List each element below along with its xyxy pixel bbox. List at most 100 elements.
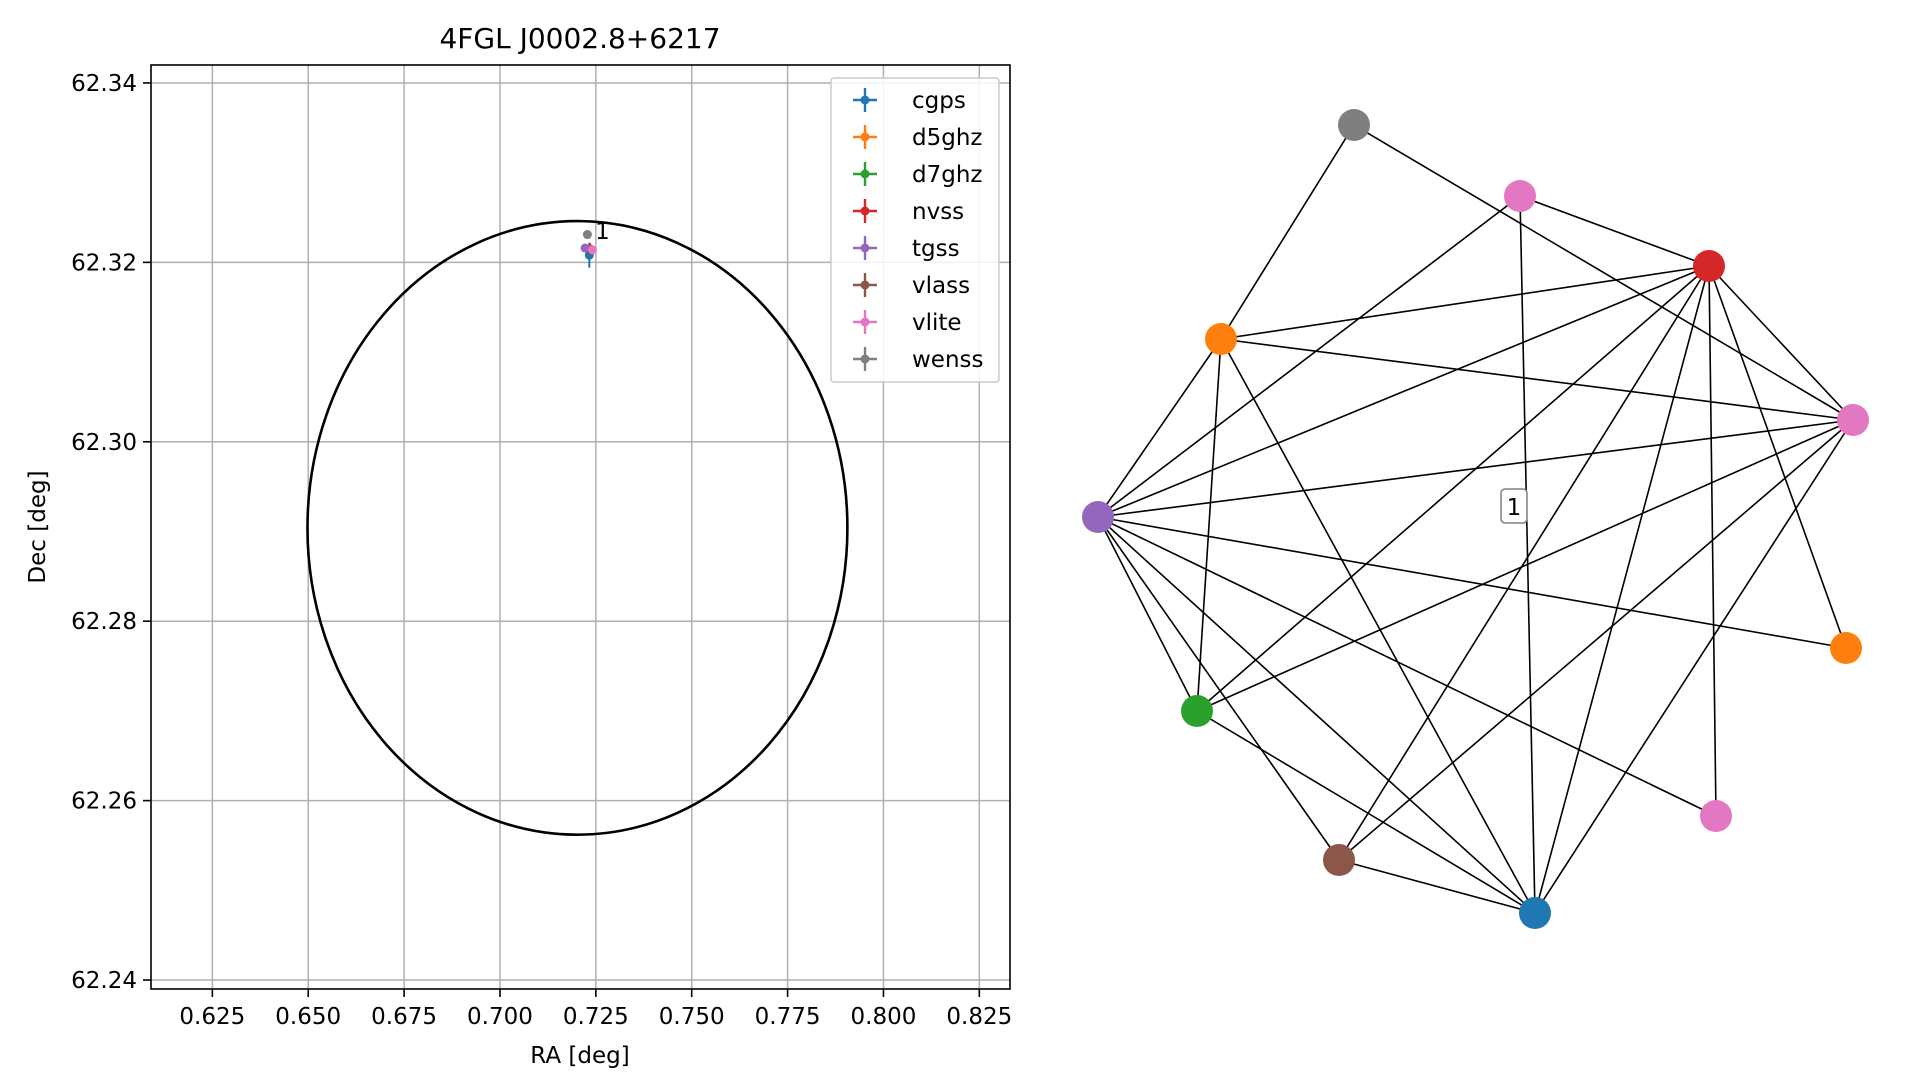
edge-vlite1-nvss — [1519, 195, 1710, 267]
node-vlite3 — [1700, 800, 1732, 832]
edge-nvss-cgps — [1534, 265, 1710, 914]
edge-d5ghz1-tgss — [1097, 338, 1222, 518]
legend-item-vlass: vlass — [853, 273, 970, 299]
node-vlass — [1323, 844, 1355, 876]
legend-item-nvss: nvss — [853, 199, 964, 225]
legend-label: d7ghz — [912, 162, 982, 188]
point-annotation: 1 — [595, 219, 610, 245]
edge-nvss-vlite2 — [1708, 265, 1854, 421]
legend-item-wenss: wenss — [853, 347, 984, 373]
edge-nvss-d7ghz — [1196, 265, 1710, 712]
x-tick-label: 0.650 — [275, 1004, 341, 1030]
node-d7ghz — [1181, 695, 1213, 727]
chart-title: 4FGL J0002.8+6217 — [439, 22, 720, 55]
y-tick-label: 62.24 — [71, 968, 137, 994]
legend: cgps d5ghz d7ghz nvss tgss vlass vlite wenss — [830, 77, 1000, 383]
marker — [582, 230, 592, 240]
y-axis-label: Dec [deg] — [25, 470, 51, 583]
legend-marker-dot — [860, 243, 870, 253]
error-ellipse — [306, 219, 849, 837]
edge-vlite1-tgss — [1097, 195, 1521, 518]
y-ticks: 62.24 62.26 62.28 62.30 62.32 62.34 — [71, 71, 151, 994]
point-vlite — [587, 245, 597, 255]
x-tick-label: 0.675 — [371, 1004, 437, 1030]
marker — [580, 243, 590, 253]
data-points: 1 — [580, 219, 610, 268]
edge-d5ghz1-vlite2 — [1220, 338, 1854, 421]
axes-frame — [150, 64, 1011, 990]
x-tick-label: 0.750 — [659, 1004, 725, 1030]
legend-label: d5ghz — [912, 125, 982, 151]
legend-marker-dot — [860, 206, 870, 216]
edge-tgss-vlass — [1097, 516, 1340, 861]
node-d5ghz1 — [1205, 323, 1237, 355]
y-tick-label: 62.34 — [71, 71, 137, 97]
y-tick-label: 62.26 — [71, 789, 137, 815]
node-d5ghz2 — [1830, 632, 1862, 664]
edge-nvss-vlass — [1338, 265, 1710, 861]
edge-d7ghz-cgps — [1196, 710, 1536, 914]
node-nvss — [1693, 250, 1725, 282]
y-tick-label: 62.30 — [71, 430, 137, 456]
legend-marker-dot — [860, 354, 870, 364]
scatter-panel: 1 0.625 0.650 0.675 0.700 0.725 0.750 0.775 0.8… — [25, 22, 1012, 1069]
legend-item-vlite: vlite — [853, 310, 962, 336]
edge-wenss-vlite2 — [1353, 124, 1854, 421]
x-tick-label: 0.775 — [755, 1004, 821, 1030]
marker — [587, 245, 597, 255]
legend-label: tgss — [912, 236, 960, 262]
x-tick-label: 0.825 — [946, 1004, 1012, 1030]
legend-marker-dot — [860, 169, 870, 179]
legend-label: wenss — [912, 347, 984, 373]
edge-nvss-d5ghz1 — [1220, 265, 1710, 340]
legend-marker-dot — [860, 132, 870, 142]
legend-label: vlite — [912, 310, 962, 336]
legend-label: cgps — [912, 88, 966, 114]
edge-d5ghz1-cgps — [1220, 338, 1536, 914]
x-tick-label: 0.625 — [179, 1004, 245, 1030]
node-vlite2 — [1837, 404, 1869, 436]
x-tick-label: 0.700 — [467, 1004, 533, 1030]
edge-tgss-d7ghz — [1097, 516, 1198, 712]
edge-vlite2-tgss — [1097, 419, 1854, 518]
edge-vlite2-vlass — [1338, 419, 1854, 861]
point-wenss — [582, 230, 592, 240]
edge-wenss-d5ghz1 — [1220, 124, 1355, 340]
node-vlite1 — [1504, 180, 1536, 212]
ellipse-layer — [306, 219, 849, 837]
legend-item-d5ghz: d5ghz — [853, 125, 982, 151]
y-tick-label: 62.28 — [71, 609, 137, 635]
edge-d5ghz1-d7ghz — [1196, 338, 1222, 712]
graph-label-box — [1500, 488, 1528, 524]
legend-box — [830, 77, 1000, 383]
legend-label: nvss — [912, 199, 964, 225]
edge-tgss-vlite3 — [1097, 516, 1717, 817]
x-axis-label: RA [deg] — [530, 1043, 629, 1069]
graph-label-group: 1 — [1500, 488, 1528, 524]
y-tick-label: 62.32 — [71, 250, 137, 276]
legend-marker-dot — [860, 280, 870, 290]
legend-item-cgps: cgps — [853, 88, 966, 114]
x-tick-label: 0.800 — [851, 1004, 917, 1030]
edge-vlite1-cgps — [1519, 195, 1536, 914]
edge-vlite2-d7ghz — [1196, 419, 1854, 712]
legend-label: vlass — [912, 273, 970, 299]
legend-item-tgss: tgss — [853, 236, 960, 262]
edge-nvss-tgss — [1097, 265, 1710, 518]
legend-marker-dot — [860, 317, 870, 327]
legend-marker-dot — [860, 95, 870, 105]
graph-label: 1 — [1507, 495, 1522, 521]
edge-nvss-d5ghz2 — [1708, 265, 1847, 649]
node-wenss — [1338, 109, 1370, 141]
x-tick-label: 0.725 — [563, 1004, 629, 1030]
x-ticks: 0.625 0.650 0.675 0.700 0.725 0.750 0.775 0.800… — [179, 989, 1012, 1030]
point-tgss — [580, 243, 590, 253]
legend-item-d7ghz: d7ghz — [853, 162, 982, 188]
network-graph: 1 — [1082, 109, 1869, 929]
graph-edges — [1097, 124, 1854, 914]
edge-tgss-d5ghz2 — [1097, 516, 1847, 649]
edge-vlite2-cgps — [1534, 419, 1854, 914]
node-cgps — [1519, 897, 1551, 929]
node-tgss — [1082, 501, 1114, 533]
